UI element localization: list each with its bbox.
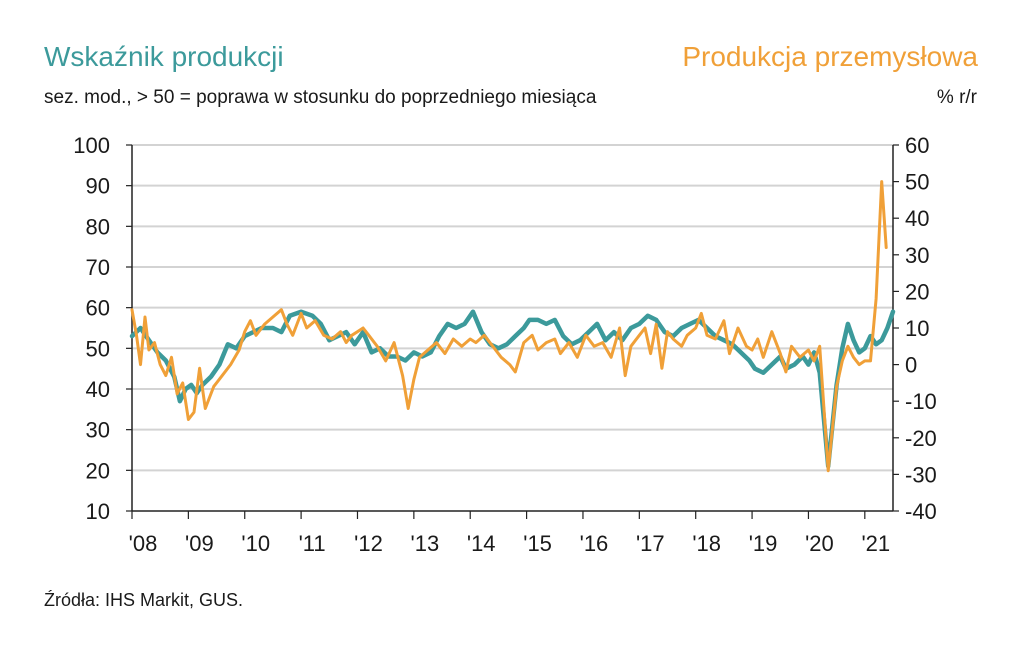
left-tick-label: 80 <box>86 214 110 239</box>
left-tick-label: 60 <box>86 296 110 321</box>
x-tick-label: '19 <box>749 531 778 556</box>
right-tick-label: 10 <box>905 316 929 341</box>
x-tick-label: '21 <box>861 531 890 556</box>
right-tick-label: 0 <box>905 353 917 378</box>
right-tick-label: 20 <box>905 279 929 304</box>
x-tick-label: '13 <box>411 531 440 556</box>
right-tick-label: -30 <box>905 462 937 487</box>
right-tick-label: 50 <box>905 170 929 195</box>
x-tick-label: '10 <box>241 531 270 556</box>
right-axis-subtitle: % r/r <box>936 87 977 108</box>
x-tick-label: '14 <box>467 531 496 556</box>
left-tick-label: 40 <box>86 377 110 402</box>
right-tick-label: -40 <box>905 499 937 524</box>
x-axis-ticks: '08 '09 '10 '11 '12 '13 '14 '15 '16 '17 '18 '19 '20 '… <box>129 531 890 556</box>
right-axis-title: Produkcja przemysłowa <box>682 41 978 72</box>
right-tick-label: 30 <box>905 243 929 268</box>
left-axis-subtitle: sez. mod., > 50 = poprawa w stosunku do … <box>44 87 597 108</box>
left-axis-ticks: 10 20 30 40 50 60 70 80 90 100 <box>73 133 110 524</box>
series-line-produkcja-przemyslowa <box>130 180 888 473</box>
x-tick-label: '12 <box>354 531 383 556</box>
right-tick-label: -20 <box>905 426 937 451</box>
series-lines <box>129 180 896 473</box>
x-tick-label: '16 <box>580 531 609 556</box>
plot-frame <box>126 144 899 519</box>
x-tick-label: '08 <box>129 531 158 556</box>
left-axis-title: Wskaźnik produkcji <box>44 41 284 72</box>
left-tick-label: 10 <box>86 499 110 524</box>
left-tick-label: 30 <box>86 418 110 443</box>
right-tick-label: 60 <box>905 133 929 158</box>
x-tick-label: '18 <box>692 531 721 556</box>
right-tick-label: 40 <box>905 206 929 231</box>
x-tick-label: '09 <box>185 531 214 556</box>
left-tick-label: 90 <box>86 174 110 199</box>
gridlines <box>132 144 893 472</box>
left-tick-label: 100 <box>73 133 110 158</box>
left-tick-label: 20 <box>86 458 110 483</box>
x-tick-label: '20 <box>805 531 834 556</box>
right-tick-label: -10 <box>905 389 937 414</box>
left-tick-label: 70 <box>86 255 110 280</box>
right-axis-ticks: -40 -30 -20 -10 0 10 20 30 40 50 60 <box>905 133 937 524</box>
x-tick-label: '17 <box>636 531 665 556</box>
left-tick-label: 50 <box>86 336 110 361</box>
source-note: Źródła: IHS Markit, GUS. <box>44 590 244 610</box>
x-tick-label: '15 <box>523 531 552 556</box>
x-tick-label: '11 <box>299 531 326 556</box>
